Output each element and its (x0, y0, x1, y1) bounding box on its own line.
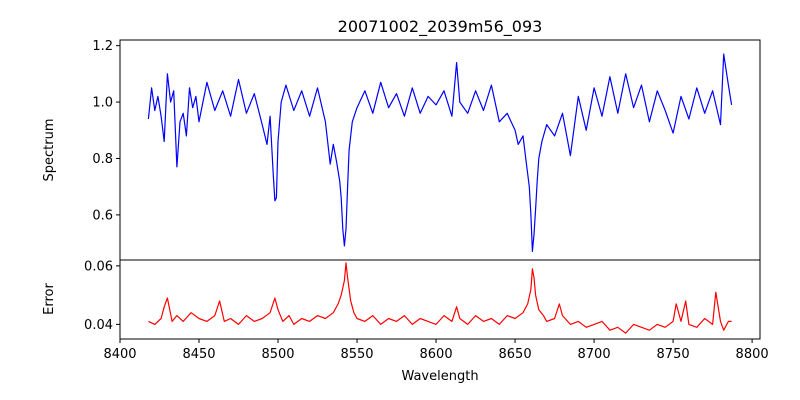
x-axis: 8400 8450 8500 8550 8600 8650 8700 8750 8800 (103, 339, 769, 362)
x-tick-label: 8650 (499, 347, 532, 362)
spectrum-panel: Spectrum 0.6 0.8 1.0 1.2 (42, 39, 761, 261)
x-tick-label: 8800 (736, 347, 769, 362)
x-tick-label: 8500 (261, 347, 294, 362)
spectrum-frame (119, 39, 761, 261)
error-panel: Error 0.04 0.06 (42, 259, 761, 340)
x-tick-label: 8750 (657, 347, 690, 362)
x-tick-label: 8450 (182, 347, 215, 362)
spectrum-ylabel: Spectrum (42, 119, 57, 182)
x-tick-label: 8600 (420, 347, 453, 362)
spectrum-ytick-label: 0.6 (92, 208, 113, 223)
x-tick-label: 8700 (578, 347, 611, 362)
x-axis-label: Wavelength (401, 369, 478, 384)
x-tick-label: 8550 (340, 347, 373, 362)
x-tick-label: 8400 (103, 347, 136, 362)
chart-title: 20071002_2039m56_093 (338, 17, 543, 37)
spectrum-series-line (147, 53, 733, 253)
spectrum-ytick-label: 1.2 (92, 39, 113, 54)
error-ylabel: Error (42, 283, 57, 315)
error-frame (119, 259, 761, 340)
error-series-line (148, 262, 732, 334)
error-ytick-label: 0.04 (84, 318, 113, 333)
error-ytick-label: 0.06 (84, 259, 113, 274)
spectrum-ytick-label: 1.0 (92, 96, 113, 111)
spectrum-ytick-label: 0.8 (92, 152, 113, 167)
